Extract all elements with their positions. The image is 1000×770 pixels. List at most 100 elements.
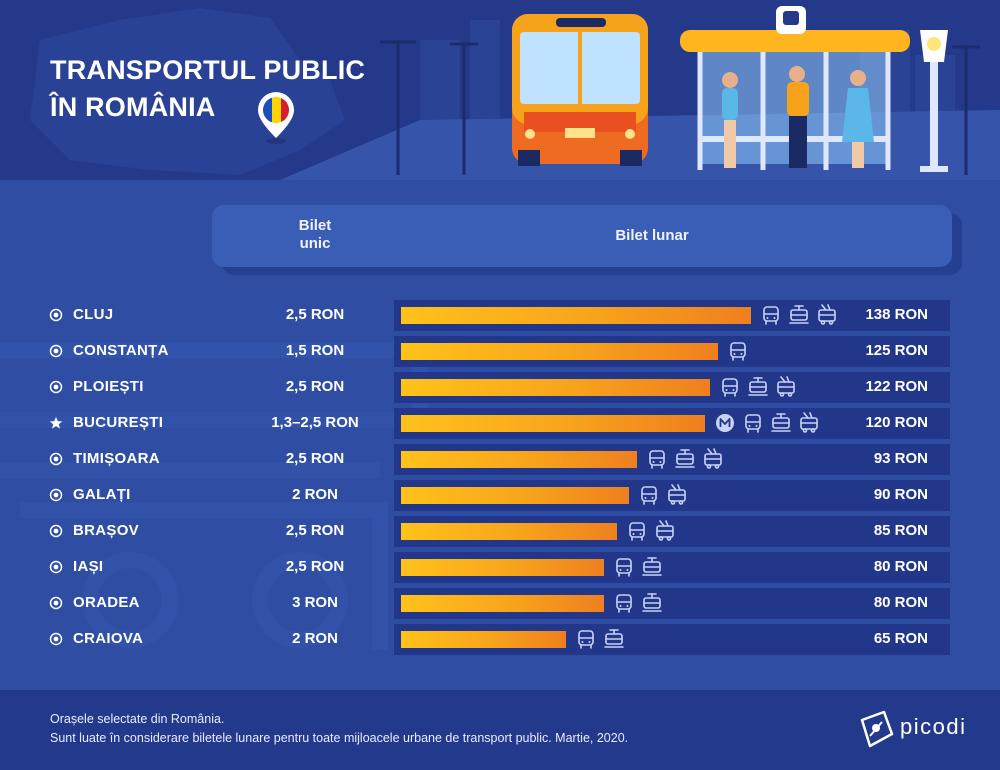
city-row: CRAIOVA 2 RON 65 RON bbox=[0, 624, 1000, 655]
city-name: BUCUREȘTI bbox=[73, 414, 164, 431]
monthly-bar bbox=[401, 343, 719, 360]
trolleybus-icon bbox=[655, 520, 674, 541]
picodi-brand-text: picodi bbox=[900, 714, 967, 739]
transport-modes bbox=[626, 520, 676, 542]
monthly-bar bbox=[401, 379, 711, 396]
trolleybus-icon bbox=[818, 304, 836, 325]
transport-modes bbox=[575, 628, 625, 650]
single-ticket-price: 2,5 RON bbox=[285, 450, 345, 467]
tram-icon bbox=[771, 413, 792, 432]
bus-icon bbox=[730, 342, 746, 361]
city-name: IAȘI bbox=[73, 558, 104, 575]
monthly-bar-track: 90 RON bbox=[394, 480, 950, 511]
monthly-ticket-price: 125 RON bbox=[865, 342, 928, 359]
city-bullet-icon bbox=[49, 344, 63, 358]
single-ticket-price: 2,5 RON bbox=[285, 378, 345, 395]
transport-modes bbox=[613, 592, 663, 614]
monthly-ticket-price: 65 RON bbox=[873, 630, 928, 647]
transport-modes bbox=[760, 304, 838, 326]
monthly-ticket-price: 90 RON bbox=[873, 486, 928, 503]
picodi-logo-icon bbox=[860, 710, 894, 748]
monthly-bar bbox=[401, 559, 604, 576]
hero-banner: TRANSPORTUL PUBLIC ÎN ROMÂNIA bbox=[0, 0, 1000, 180]
city-row: IAȘI 2,5 RON 80 RON bbox=[0, 552, 1000, 583]
city-bullet-icon bbox=[49, 380, 63, 394]
city-name: CRAIOVA bbox=[73, 630, 144, 647]
single-ticket-price: 2,5 RON bbox=[285, 522, 345, 539]
monthly-bar-track: 120 RON bbox=[394, 408, 950, 439]
tram-icon bbox=[789, 305, 809, 324]
bus-icon bbox=[649, 450, 665, 469]
city-name: GALAȚI bbox=[73, 486, 131, 503]
monthly-bar-track: 125 RON bbox=[394, 336, 950, 367]
monthly-bar-track: 122 RON bbox=[394, 372, 950, 403]
monthly-ticket-price: 138 RON bbox=[865, 306, 928, 323]
monthly-bar bbox=[401, 307, 751, 324]
monthly-bar-track: 80 RON bbox=[394, 552, 950, 583]
monthly-bar bbox=[401, 523, 617, 540]
single-ticket-price: 2 RON bbox=[292, 486, 338, 503]
monthly-ticket-price: 85 RON bbox=[873, 522, 928, 539]
single-ticket-price: 2,5 RON bbox=[285, 558, 345, 575]
romania-flag-pin-icon bbox=[258, 92, 294, 144]
city-bullet-icon bbox=[49, 308, 63, 322]
bus-icon bbox=[616, 594, 632, 613]
city-row: PLOIEȘTI 2,5 RON 122 RON bbox=[0, 372, 1000, 403]
single-ticket-price: 2,5 RON bbox=[285, 306, 345, 323]
city-name: ORADEA bbox=[73, 594, 140, 611]
monthly-ticket-price: 122 RON bbox=[865, 378, 928, 395]
footer: Orașele selectate din România. Sunt luat… bbox=[0, 690, 1000, 770]
single-ticket-price: 2 RON bbox=[292, 630, 338, 647]
transport-modes bbox=[714, 412, 820, 434]
trolleybus-icon bbox=[777, 376, 796, 397]
monthly-bar bbox=[401, 415, 706, 432]
city-row: BRAȘOV 2,5 RON 85 RON bbox=[0, 516, 1000, 547]
tram-icon bbox=[642, 593, 662, 612]
header-monthly-ticket: Bilet lunar bbox=[615, 227, 689, 244]
transport-modes bbox=[719, 376, 797, 398]
city-name: BRAȘOV bbox=[73, 522, 139, 539]
monthly-bar-track: 80 RON bbox=[394, 588, 950, 619]
transport-modes bbox=[638, 484, 688, 506]
bus-icon bbox=[616, 558, 632, 577]
metro-icon bbox=[716, 414, 735, 432]
monthly-bar bbox=[401, 451, 637, 468]
monthly-bar-track: 138 RON bbox=[394, 300, 950, 331]
bus-illustration bbox=[512, 14, 648, 166]
monthly-ticket-price: 80 RON bbox=[873, 594, 928, 611]
transport-modes bbox=[613, 556, 663, 578]
city-row: CLUJ 2,5 RON 138 RON bbox=[0, 300, 1000, 331]
column-header-card: Bilet unic Bilet lunar bbox=[212, 205, 952, 267]
bus-icon bbox=[628, 522, 645, 541]
picodi-logo: picodi bbox=[852, 706, 982, 752]
footer-note-2: Sunt luate în considerare biletele lunar… bbox=[50, 731, 629, 745]
transport-modes bbox=[727, 340, 749, 362]
transport-modes bbox=[646, 448, 724, 470]
city-bullet-icon bbox=[49, 488, 63, 502]
city-bullet-icon bbox=[49, 524, 63, 538]
single-ticket-price: 3 RON bbox=[292, 594, 338, 611]
city-row: CONSTANȚA 1,5 RON 125 RON bbox=[0, 336, 1000, 367]
bus-icon bbox=[641, 486, 658, 505]
single-ticket-price: 1,3–2,5 RON bbox=[271, 414, 359, 431]
monthly-bar bbox=[401, 631, 566, 648]
city-bullet-icon bbox=[49, 560, 63, 574]
trolleybus-icon bbox=[704, 448, 722, 469]
title-line-2: ÎN ROMÂNIA bbox=[50, 92, 216, 122]
city-bullet-icon bbox=[49, 452, 63, 466]
title-line-1: TRANSPORTUL PUBLIC bbox=[50, 55, 366, 85]
bus-icon bbox=[578, 630, 594, 649]
tram-icon bbox=[748, 377, 769, 396]
city-name: PLOIEȘTI bbox=[73, 378, 144, 395]
bus-icon bbox=[745, 414, 762, 433]
city-bullet-icon bbox=[49, 632, 63, 646]
trolleybus-icon bbox=[668, 484, 687, 505]
page-title: TRANSPORTUL PUBLIC ÎN ROMÂNIA bbox=[50, 52, 365, 126]
street-scene-illustration bbox=[30, 6, 1000, 180]
city-name: CLUJ bbox=[73, 306, 114, 323]
monthly-ticket-price: 93 RON bbox=[873, 450, 928, 467]
city-name: CONSTANȚA bbox=[73, 342, 169, 359]
tram-icon bbox=[675, 449, 695, 468]
tram-icon bbox=[642, 557, 662, 576]
single-ticket-price: 1,5 RON bbox=[285, 342, 345, 359]
